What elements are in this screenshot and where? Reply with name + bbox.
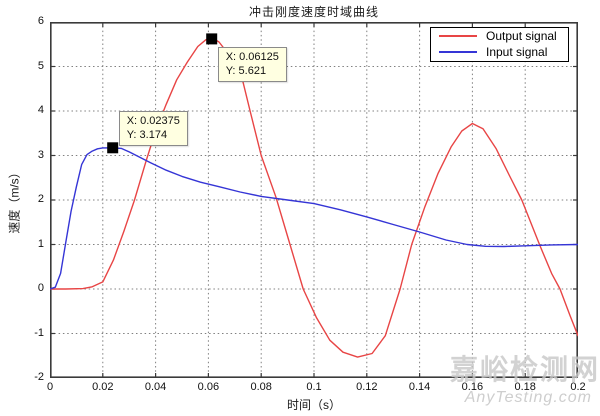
datatip-marker [206, 33, 218, 45]
y-tick-label: 0 [37, 282, 44, 294]
legend-label-output: Output signal [486, 29, 557, 43]
output-signal-curve [50, 36, 578, 358]
datatip-marker [107, 142, 119, 154]
chart-title: 冲击刚度速度时域曲线 [248, 5, 379, 19]
datatip-x-value: X: 0.02375 [126, 114, 180, 127]
legend-label-input: Input signal [486, 45, 548, 59]
x-tick-label: 0.14 [408, 381, 431, 393]
x-tick-label: 0.06 [197, 381, 220, 393]
x-tick-label: 0.02 [92, 381, 114, 393]
x-tick-label: 0.04 [144, 381, 167, 393]
output-signal-line-sample [439, 35, 477, 37]
datatip-box-input-peak: X: 0.02375 Y: 3.174 [118, 110, 188, 146]
x-tick-label: 0.08 [250, 381, 272, 393]
input-signal-curve [50, 147, 578, 290]
datatip-x-value: X: 0.06125 [225, 50, 279, 63]
input-signal-line-sample [439, 51, 477, 53]
plot-area [50, 22, 578, 378]
x-tick-label: 0.1 [306, 381, 322, 393]
datatip-y-value: Y: 5.621 [225, 64, 267, 77]
datatip-y-value: Y: 3.174 [126, 128, 168, 141]
watermark-latin-text: AnyTesting.com [464, 389, 592, 406]
legend-item-input: Input signal [431, 44, 568, 60]
y-tick-label: 1 [37, 237, 44, 250]
x-tick-label: 0.2 [570, 381, 586, 393]
y-tick-label: 4 [37, 104, 44, 116]
legend-item-output: Output signal [431, 28, 568, 44]
datatip-box-output-peak: X: 0.06125 Y: 5.621 [217, 46, 287, 82]
plot-frame [50, 22, 578, 378]
y-tick-label: 3 [37, 148, 44, 161]
y-tick-label: -1 [34, 326, 44, 339]
y-tick-label: 6 [37, 15, 44, 27]
x-axis-label: 时间（s） [286, 398, 341, 412]
x-tick-label: 0 [46, 381, 54, 393]
y-tick-label: 5 [37, 59, 44, 72]
y-tick-label: 2 [37, 193, 44, 205]
x-tick-label: 0.16 [461, 381, 484, 393]
legend: Output signal Input signal [430, 27, 569, 62]
watermark-cjk-text: 嘉峪检测网 [449, 354, 600, 385]
y-tick-label: -2 [34, 371, 44, 383]
x-tick-label: 0.18 [514, 381, 536, 393]
x-tick-label: 0.12 [356, 381, 378, 393]
